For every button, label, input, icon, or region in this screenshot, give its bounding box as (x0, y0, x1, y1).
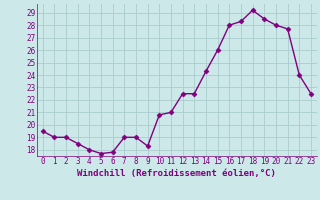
X-axis label: Windchill (Refroidissement éolien,°C): Windchill (Refroidissement éolien,°C) (77, 169, 276, 178)
